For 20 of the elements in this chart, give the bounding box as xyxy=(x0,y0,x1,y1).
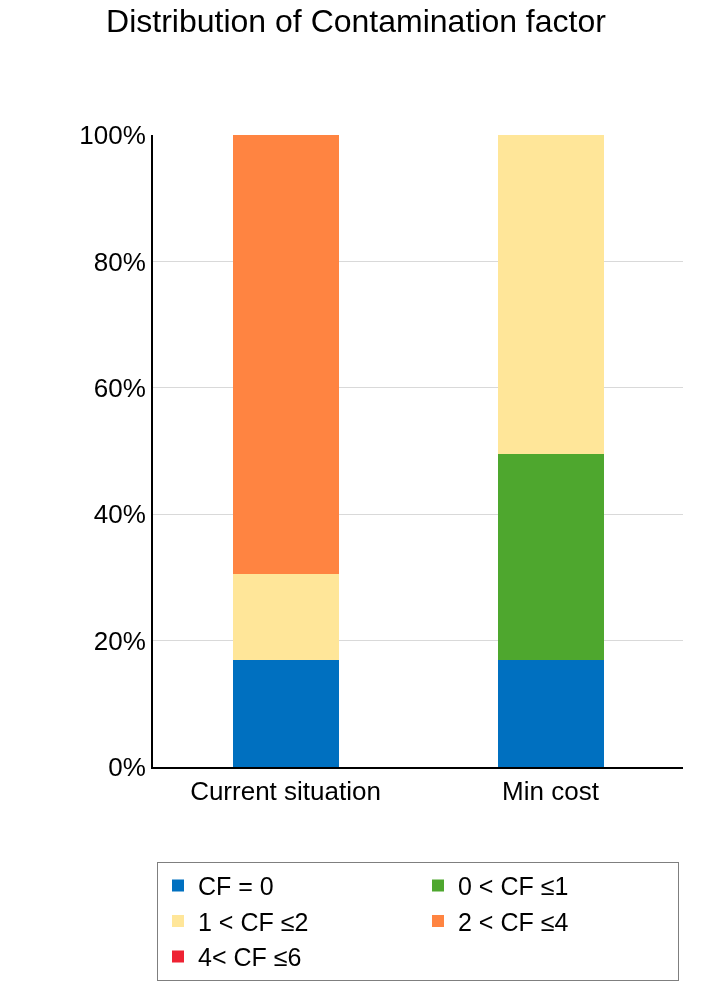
bar xyxy=(232,573,339,660)
bar xyxy=(497,453,604,660)
y-tick-label: 100% xyxy=(79,120,146,151)
y-tick-label: 20% xyxy=(93,625,146,656)
y-tick-label: 40% xyxy=(93,499,146,530)
y-tick-label: 60% xyxy=(93,372,146,403)
bar xyxy=(232,659,339,767)
y-tick-label: 80% xyxy=(93,246,146,277)
bar xyxy=(497,659,604,767)
legend-label: 4< CF ≤6 xyxy=(198,943,302,972)
legend-label: 1 < CF ≤2 xyxy=(198,907,309,936)
y-tick-label: 0% xyxy=(108,752,146,783)
chart-title: Distribution of Contamination factor xyxy=(106,3,607,40)
bar xyxy=(232,135,339,574)
legend-label: 0 < CF ≤1 xyxy=(458,872,569,901)
legend-label: 2 < CF ≤4 xyxy=(458,907,569,936)
x-tick-label: Min cost xyxy=(502,776,600,807)
legend-label: CF = 0 xyxy=(198,872,274,901)
bar xyxy=(497,135,604,454)
x-tick-label: Current situation xyxy=(190,776,381,807)
